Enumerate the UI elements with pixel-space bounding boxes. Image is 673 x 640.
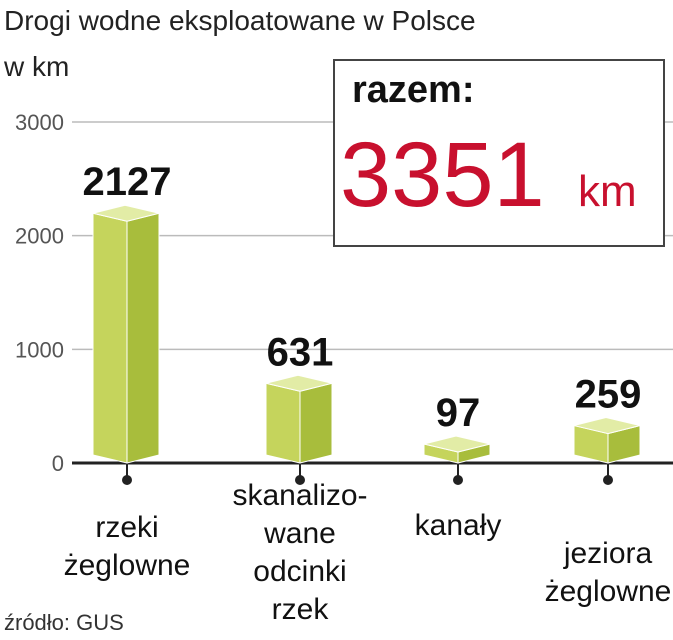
total-box: razem: 3351 km <box>333 59 665 247</box>
pin-dot <box>122 475 132 485</box>
y-tick-label: 1000 <box>15 337 64 362</box>
pin-dot <box>453 475 463 485</box>
value-label: 2127 <box>83 160 172 204</box>
bar-front <box>92 212 128 464</box>
x-tick-label: rzek <box>272 593 330 626</box>
x-tick-label: wane <box>263 517 336 550</box>
chart-subtitle: w km <box>3 51 69 82</box>
x-tick-label: jeziora <box>563 537 653 570</box>
bar-top <box>265 374 333 392</box>
y-tick-label: 0 <box>52 451 64 476</box>
total-value: 3351 <box>340 124 545 226</box>
x-tick-label: kanały <box>415 509 502 542</box>
x-tick-label: skanalizo- <box>232 479 367 512</box>
pin-dot <box>603 475 613 485</box>
bar-front <box>265 382 301 464</box>
bar-top <box>573 417 641 435</box>
pin-dot <box>295 475 305 485</box>
x-tick-label: rzeki <box>95 511 158 544</box>
bar <box>92 204 160 464</box>
source: źródło: GUS <box>4 610 124 635</box>
value-label: 97 <box>436 391 481 435</box>
x-tick-label: żeglowne <box>545 575 672 608</box>
bar-top <box>423 435 491 453</box>
chart-title: Drogi wodne eksploatowane w Polsce <box>4 5 476 36</box>
bar <box>265 374 333 464</box>
x-tick-label: żeglowne <box>64 549 191 582</box>
bar-side <box>126 212 160 464</box>
bar-top <box>92 204 160 222</box>
y-tick-label: 3000 <box>15 110 64 135</box>
x-tick-label: odcinki <box>253 555 346 588</box>
total-frame <box>333 59 665 247</box>
bar <box>573 417 641 464</box>
total-label: razem: <box>352 69 475 111</box>
y-tick-label: 2000 <box>15 224 64 249</box>
value-label: 631 <box>267 330 334 374</box>
bar <box>423 435 491 464</box>
total-unit: km <box>578 167 637 216</box>
bar-side <box>299 382 333 464</box>
value-label: 259 <box>575 373 642 417</box>
